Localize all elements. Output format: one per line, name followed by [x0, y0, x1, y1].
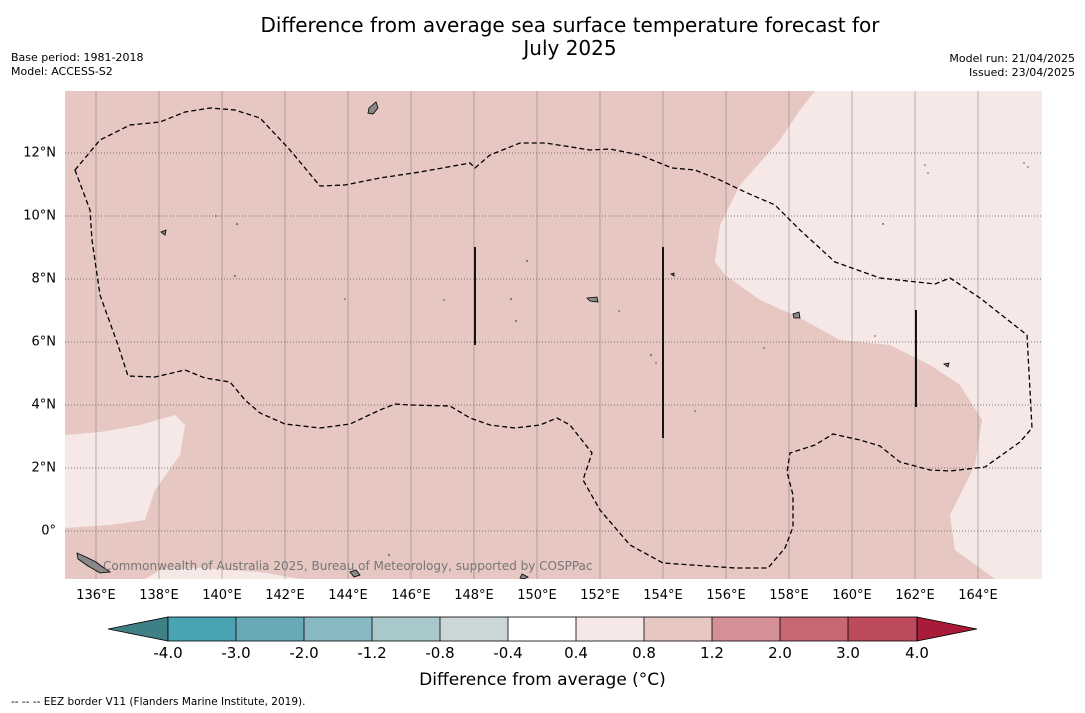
colorbar-segment: [712, 617, 780, 641]
lon-label: 150°E: [517, 588, 557, 603]
colorbar-tick: -2.0: [289, 644, 319, 662]
island-landmasses: [76, 101, 950, 579]
lat-label: 12°N: [23, 145, 56, 161]
colorbar-segment: [168, 617, 236, 641]
lon-label: 156°E: [706, 588, 746, 603]
lon-label: 162°E: [895, 588, 935, 603]
lat-label: 0°: [41, 523, 56, 539]
map-title-line1: Difference from average sea surface temp…: [260, 13, 880, 37]
anomaly-field-0-4-0-8-south: [145, 568, 300, 579]
eez-legend-note: -- -- -- EEZ border V11 (Flanders Marine…: [11, 696, 306, 708]
anomaly-field-0-4-0-8-east: [715, 91, 1042, 579]
lon-label: 136°E: [76, 588, 116, 603]
colorbar-tick: -0.4: [493, 644, 523, 662]
colorbar-segment: [236, 617, 304, 641]
colorbar: [107, 616, 978, 642]
map-plot-area: [65, 91, 1042, 579]
colorbar-tick: 3.0: [836, 644, 860, 662]
lon-label: 154°E: [643, 588, 683, 603]
base-period-text: Base period: 1981-2018: [11, 51, 144, 64]
colorbar-segment: [848, 617, 917, 641]
colorbar-segment: [440, 617, 508, 641]
colorbar-extend-high: [916, 616, 978, 642]
lat-label: 2°N: [31, 460, 57, 476]
lon-label: 164°E: [958, 588, 998, 603]
colorbar-tick: 4.0: [905, 644, 929, 662]
colorbar-tick: 0.4: [564, 644, 588, 662]
anomaly-field-0-4-0-8-west: [65, 415, 185, 528]
colorbar-segment: [780, 617, 848, 641]
lat-label: 6°N: [31, 334, 57, 350]
colorbar-tick: 1.2: [700, 644, 724, 662]
issued-text: Issued: 23/04/2025: [968, 66, 1075, 79]
colorbar-tick: -3.0: [221, 644, 251, 662]
colorbar-tick: -0.8: [425, 644, 455, 662]
colorbar-segment: [576, 617, 644, 641]
map-title: Difference from average sea surface temp…: [0, 14, 1085, 60]
model-run-text: Model run: 21/04/2025: [949, 52, 1075, 65]
lon-label: 140°E: [202, 588, 242, 603]
lon-label: 144°E: [328, 588, 368, 603]
copyright-notice: Commonwealth of Australia 2025, Bureau o…: [103, 559, 593, 573]
lon-label: 138°E: [139, 588, 179, 603]
colorbar-segment: [372, 617, 440, 641]
colorbar-tick: 0.8: [632, 644, 656, 662]
lon-label: 148°E: [454, 588, 494, 603]
small-islets: [215, 162, 1029, 556]
lon-label: 158°E: [769, 588, 809, 603]
map-title-line2: July 2025: [523, 36, 617, 60]
model-text: Model: ACCESS-S2: [11, 65, 113, 78]
lat-label: 4°N: [31, 397, 57, 413]
eez-border-nauru-marshall: [474, 247, 917, 438]
colorbar-tick: 2.0: [768, 644, 792, 662]
lon-label: 160°E: [832, 588, 872, 603]
model-info: Base period: 1981-2018 Model: ACCESS-S2: [11, 51, 143, 79]
lon-label: 142°E: [265, 588, 305, 603]
colorbar-tick: -1.2: [357, 644, 387, 662]
colorbar-segment: [644, 617, 712, 641]
lon-label: 152°E: [580, 588, 620, 603]
colorbar-title: Difference from average (°C): [419, 670, 666, 690]
colorbar-segment: [508, 617, 576, 641]
colorbar-segment: [304, 617, 372, 641]
colorbar-tick: -4.0: [153, 644, 183, 662]
latitude-gridlines: [65, 152, 1042, 532]
lon-label: 146°E: [391, 588, 431, 603]
colorbar-extend-low: [107, 616, 169, 642]
run-info: Model run: 21/04/2025 Issued: 23/04/2025: [949, 52, 1075, 80]
lat-label: 10°N: [23, 208, 56, 224]
lat-label: 8°N: [31, 271, 57, 287]
eez-border-fsm: [74, 107, 1033, 569]
